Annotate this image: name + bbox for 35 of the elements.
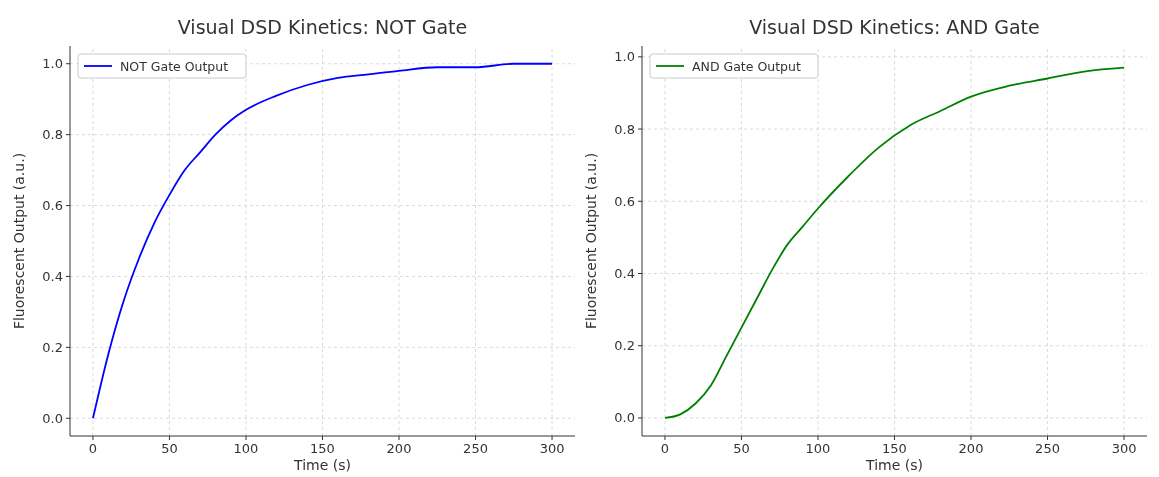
- x-axis-title: Time (s): [864, 457, 923, 473]
- x-tick-label: 50: [732, 441, 750, 456]
- y-tick-label: 0.6: [613, 193, 635, 209]
- y-axis-title: Fluorescent Output (a.u.): [11, 152, 27, 330]
- y-tick-label: 0.8: [613, 121, 635, 137]
- legend-label: AND Gate Output: [691, 58, 801, 74]
- x-tick-label: 200: [958, 441, 983, 456]
- y-tick-label: 0.4: [613, 266, 635, 281]
- x-tick-label: 200: [386, 441, 412, 456]
- line-series: [92, 62, 553, 420]
- y-tick-label: 0.0: [42, 410, 63, 426]
- x-tick-label: 50: [161, 441, 178, 456]
- y-tick-label: 0.6: [42, 198, 63, 214]
- x-tick-label: 250: [463, 441, 488, 456]
- x-tick-label: 300: [1111, 441, 1136, 456]
- y-tick-label: 1.0: [42, 56, 63, 72]
- y-tick-label: 0.2: [613, 338, 635, 354]
- x-tick-label: 100: [805, 441, 830, 456]
- y-tick-label: 0.8: [42, 127, 63, 143]
- x-tick-label: 150: [310, 441, 335, 456]
- x-tick-label: 0: [88, 441, 98, 456]
- x-tick-label: 300: [539, 441, 565, 456]
- y-axis-title: Fluorescent Output (a.u.): [582, 152, 599, 330]
- chart-title: Visual DSD Kinetics: AND Gate: [748, 16, 1040, 38]
- x-axis-title: Time (s): [293, 457, 351, 473]
- chart-title: Visual DSD Kinetics: NOT Gate: [177, 16, 468, 38]
- x-tick-label: 100: [233, 441, 259, 456]
- y-tick-label: 0.4: [42, 268, 63, 284]
- x-tick-label: 250: [1034, 441, 1060, 456]
- y-tick-label: 1.0: [613, 49, 635, 65]
- y-tick-label: 0.2: [42, 339, 63, 355]
- x-tick-label: 0: [660, 441, 669, 456]
- x-tick-label: 150: [881, 441, 907, 456]
- legend-label: NOT Gate Output: [120, 58, 229, 74]
- y-tick-label: 0.0: [613, 410, 635, 426]
